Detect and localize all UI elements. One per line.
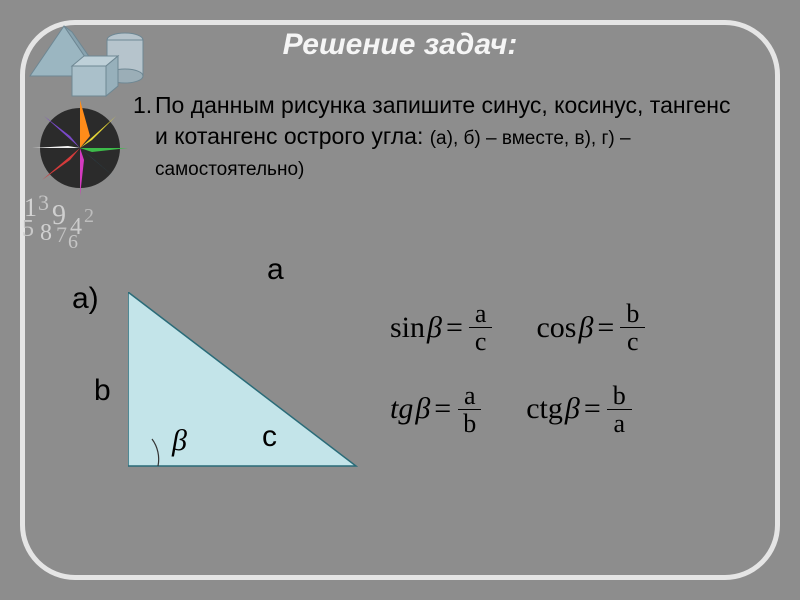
svg-text:8: 8 <box>40 220 52 246</box>
fn-sin: sin <box>390 311 425 345</box>
svg-text:5: 5 <box>22 216 34 242</box>
sin-den: c <box>469 328 493 355</box>
formula-ctg: ctg β = b a <box>526 382 632 438</box>
svg-text:7: 7 <box>56 222 67 247</box>
triangle-diagram <box>128 292 358 470</box>
task-paragraph: 1. По данным рисунка запишите синус, кос… <box>155 90 735 183</box>
equals: = <box>446 311 463 345</box>
fn-cos: cos <box>536 311 576 345</box>
cos-den: c <box>621 328 645 355</box>
equals: = <box>584 392 601 426</box>
formula-block: sin β = a c cos β = b c tg β = a b <box>390 300 750 463</box>
ctg-den: a <box>607 410 631 437</box>
fn-tg: tg <box>390 392 413 426</box>
cos-num: b <box>620 300 645 328</box>
svg-text:3: 3 <box>38 190 49 215</box>
beta-tg: β <box>415 392 430 426</box>
beta-ctg: β <box>565 392 580 426</box>
frac-cos: b c <box>620 300 645 356</box>
sin-num: a <box>469 300 493 328</box>
svg-text:6: 6 <box>68 231 78 248</box>
beta-cos: β <box>578 311 593 345</box>
formula-tg: tg β = a b <box>390 382 482 438</box>
frac-sin: a c <box>469 300 493 356</box>
frac-ctg: b a <box>607 382 632 438</box>
angle-beta-label: β <box>172 424 187 458</box>
tg-den: b <box>457 410 482 437</box>
svg-text:2: 2 <box>84 205 94 227</box>
equals: = <box>434 392 451 426</box>
formula-row-1: sin β = a c cos β = b c <box>390 300 750 356</box>
equals: = <box>597 311 614 345</box>
formula-sin: sin β = a c <box>390 300 492 356</box>
subtask-label: а) <box>72 282 99 316</box>
page-title: Решение задач: <box>0 28 800 62</box>
triangle-shape <box>128 292 356 466</box>
task-ordinal: 1. <box>133 90 152 121</box>
formula-cos: cos β = b c <box>536 300 645 356</box>
side-a-label: a <box>267 253 284 287</box>
beta-sin: β <box>427 311 442 345</box>
ctg-num: b <box>607 382 632 410</box>
fn-ctg: ctg <box>526 392 563 426</box>
tg-num: a <box>458 382 482 410</box>
side-c-label: c <box>262 420 277 454</box>
side-b-label: b <box>94 374 111 408</box>
formula-row-2: tg β = a b ctg β = b a <box>390 382 750 438</box>
frac-tg: a b <box>457 382 482 438</box>
